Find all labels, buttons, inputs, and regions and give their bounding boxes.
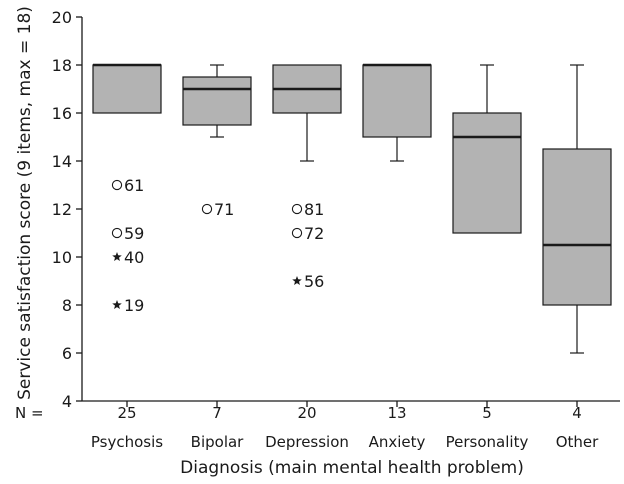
outlier-case-label: 72 [304,224,324,243]
n-value-other: 4 [572,404,582,422]
y-tick-label: 20 [52,8,72,27]
box-personality [452,112,522,234]
y-tick-label: 10 [52,248,72,267]
outlier-star-marker [112,300,122,310]
outlier-case-label: 59 [124,224,144,243]
box-other [542,148,612,306]
n-value-anxiety: 13 [387,404,406,422]
y-tick-label: 8 [62,296,72,315]
box-anxiety [362,64,432,138]
outlier-circle-marker [111,179,123,191]
outlier-case-label: 19 [124,296,144,315]
outlier-star-marker [292,276,302,286]
outliers: 61 59 40 19 71 81 72 56 [111,176,324,315]
y-tick-label: 6 [62,344,72,363]
outlier-star-marker [112,252,122,262]
labels: Service satisfaction score (9 items, max… [15,6,599,478]
x-axis-title: Diagnosis (main mental health problem) [180,458,524,478]
outlier-case-label: 56 [304,272,324,291]
outlier-case-label: 61 [124,176,144,195]
category-label-other: Other [556,433,599,451]
y-tick-label: 16 [52,104,72,123]
outlier-case-label: 40 [124,248,144,267]
outlier-circle-marker [291,203,303,215]
y-tick-label: 12 [52,200,72,219]
category-label-personality: Personality [446,433,529,451]
box-psychosis [92,64,162,114]
n-prefix-label: N = [15,404,44,422]
axes: 4 6 8 10 12 14 16 18 20 [52,8,620,411]
outlier-circle-marker [291,227,303,239]
n-value-psychosis: 25 [117,404,136,422]
outlier-circle-marker [111,227,123,239]
category-label-depression: Depression [265,433,349,451]
outlier-case-label: 81 [304,200,324,219]
n-value-bipolar: 7 [212,404,222,422]
box-bipolar [182,76,252,126]
y-tick-label: 18 [52,56,72,75]
y-tick-label: 4 [62,392,72,411]
outlier-case-label: 71 [214,200,234,219]
boxes [92,63,612,354]
category-label-bipolar: Bipolar [191,433,245,451]
y-axis-title: Service satisfaction score (9 items, max… [15,6,35,400]
category-label-anxiety: Anxiety [369,433,426,451]
category-label-psychosis: Psychosis [91,433,163,451]
outlier-circle-marker [201,203,213,215]
n-value-personality: 5 [482,404,492,422]
n-value-depression: 20 [297,404,316,422]
y-tick-label: 14 [52,152,72,171]
